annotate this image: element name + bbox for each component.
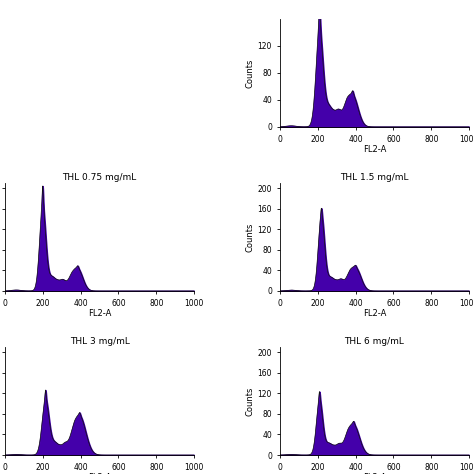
- Title: THL 3 mg/mL: THL 3 mg/mL: [70, 337, 129, 346]
- X-axis label: FL2-A: FL2-A: [88, 309, 111, 318]
- Y-axis label: Counts: Counts: [246, 386, 255, 416]
- X-axis label: FL2-A: FL2-A: [363, 473, 386, 474]
- X-axis label: FL2-A: FL2-A: [88, 473, 111, 474]
- X-axis label: FL2-A: FL2-A: [363, 145, 386, 154]
- Y-axis label: Counts: Counts: [246, 222, 255, 252]
- Title: THL 0.75 mg/mL: THL 0.75 mg/mL: [63, 173, 137, 182]
- Title: THL 1.5 mg/mL: THL 1.5 mg/mL: [340, 173, 409, 182]
- Y-axis label: Counts: Counts: [246, 58, 255, 88]
- Title: THL 6 mg/mL: THL 6 mg/mL: [345, 337, 404, 346]
- X-axis label: FL2-A: FL2-A: [363, 309, 386, 318]
